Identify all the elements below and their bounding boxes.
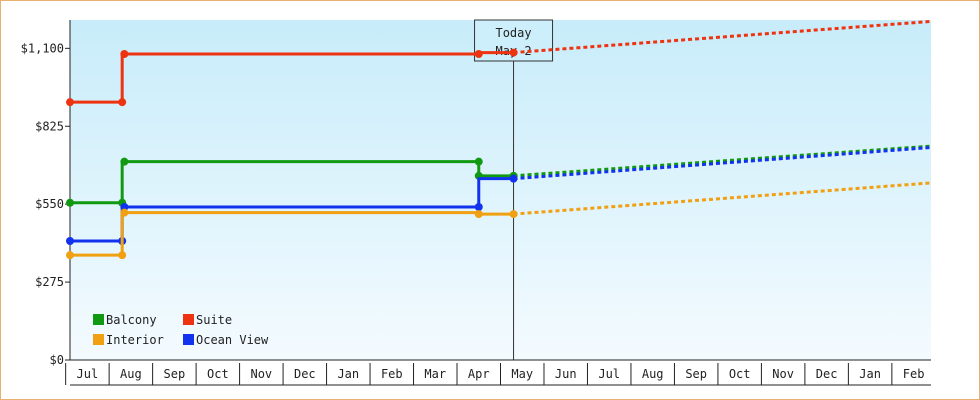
legend-swatch	[183, 334, 194, 345]
plot-area	[70, 20, 931, 360]
series-line-interior	[70, 211, 514, 257]
data-point	[509, 48, 518, 57]
series-line-suite	[70, 51, 514, 104]
x-tick-label: Mar	[424, 367, 446, 381]
x-tick-label: Nov	[772, 367, 794, 381]
series-layer	[66, 19, 932, 260]
legend-label: Balcony	[106, 313, 157, 327]
data-point	[474, 210, 483, 219]
x-tick-label: May	[511, 367, 533, 381]
data-point	[66, 98, 74, 107]
y-tick-label: $825	[35, 119, 64, 133]
x-tick-label: Nov	[250, 367, 272, 381]
data-point	[120, 208, 129, 217]
data-point	[474, 50, 483, 58]
legend-swatch	[183, 314, 194, 325]
y-tick-label: $275	[35, 275, 64, 289]
series-line-ocean-view	[70, 177, 514, 243]
data-point	[120, 157, 129, 166]
data-point	[66, 251, 74, 260]
legend-item-suite: Suite	[183, 313, 232, 327]
data-point	[120, 203, 129, 211]
x-tick-label: Jul	[77, 367, 99, 381]
x-tick-label: Feb	[381, 367, 403, 381]
data-point	[66, 237, 74, 245]
x-tick-label: Dec	[294, 367, 316, 381]
today-marker: Today May 2	[474, 19, 554, 360]
x-axis: Jul Aug Sep Oct Nov Dec Jan Feb Mar Apr May Jun Jul A…	[65, 359, 931, 386]
x-tick-label: Oct	[207, 367, 229, 381]
data-point	[474, 157, 483, 166]
x-tick-label: Jul	[598, 367, 620, 381]
legend-item-ocean-view: Ocean View	[183, 333, 269, 347]
x-tick-label: Jan	[859, 367, 881, 381]
legend-item-interior: Interior	[93, 333, 164, 347]
x-tick-label: Jun	[555, 367, 577, 381]
data-point	[118, 98, 127, 107]
y-axis: $0 $275 $550 $825 $1,100	[21, 20, 71, 367]
x-tick-label: Feb	[903, 367, 925, 381]
data-point	[509, 174, 518, 183]
x-tick-label: Sep	[685, 367, 707, 381]
legend-swatch	[93, 334, 104, 345]
y-tick-label: $1,100	[21, 41, 64, 55]
data-point	[66, 198, 74, 207]
legend-label: Suite	[196, 313, 232, 327]
x-tick-label: Jan	[337, 367, 359, 381]
x-tick-label: Dec	[816, 367, 838, 381]
legend-item-balcony: Balcony	[93, 313, 157, 327]
x-tick-label: Sep	[164, 367, 186, 381]
legend-label: Ocean View	[196, 333, 269, 347]
x-tick-label: Oct	[729, 367, 751, 381]
data-point	[474, 203, 483, 211]
x-tick-label: Apr	[468, 367, 490, 381]
x-tick-label: Aug	[642, 367, 664, 381]
x-tick-label: Aug	[120, 367, 142, 381]
series-interior	[66, 181, 932, 260]
legend: Balcony Suite Interior Ocean View	[93, 313, 269, 347]
y-tick-label: $0	[50, 353, 64, 367]
legend-swatch	[93, 314, 104, 325]
y-tick-label: $550	[35, 197, 64, 211]
today-label: Today	[495, 26, 531, 40]
series-suite	[66, 19, 932, 107]
data-point	[509, 210, 518, 219]
data-point	[118, 251, 127, 260]
series-line-balcony	[70, 160, 514, 205]
data-point	[120, 50, 129, 58]
legend-label: Interior	[106, 333, 164, 347]
